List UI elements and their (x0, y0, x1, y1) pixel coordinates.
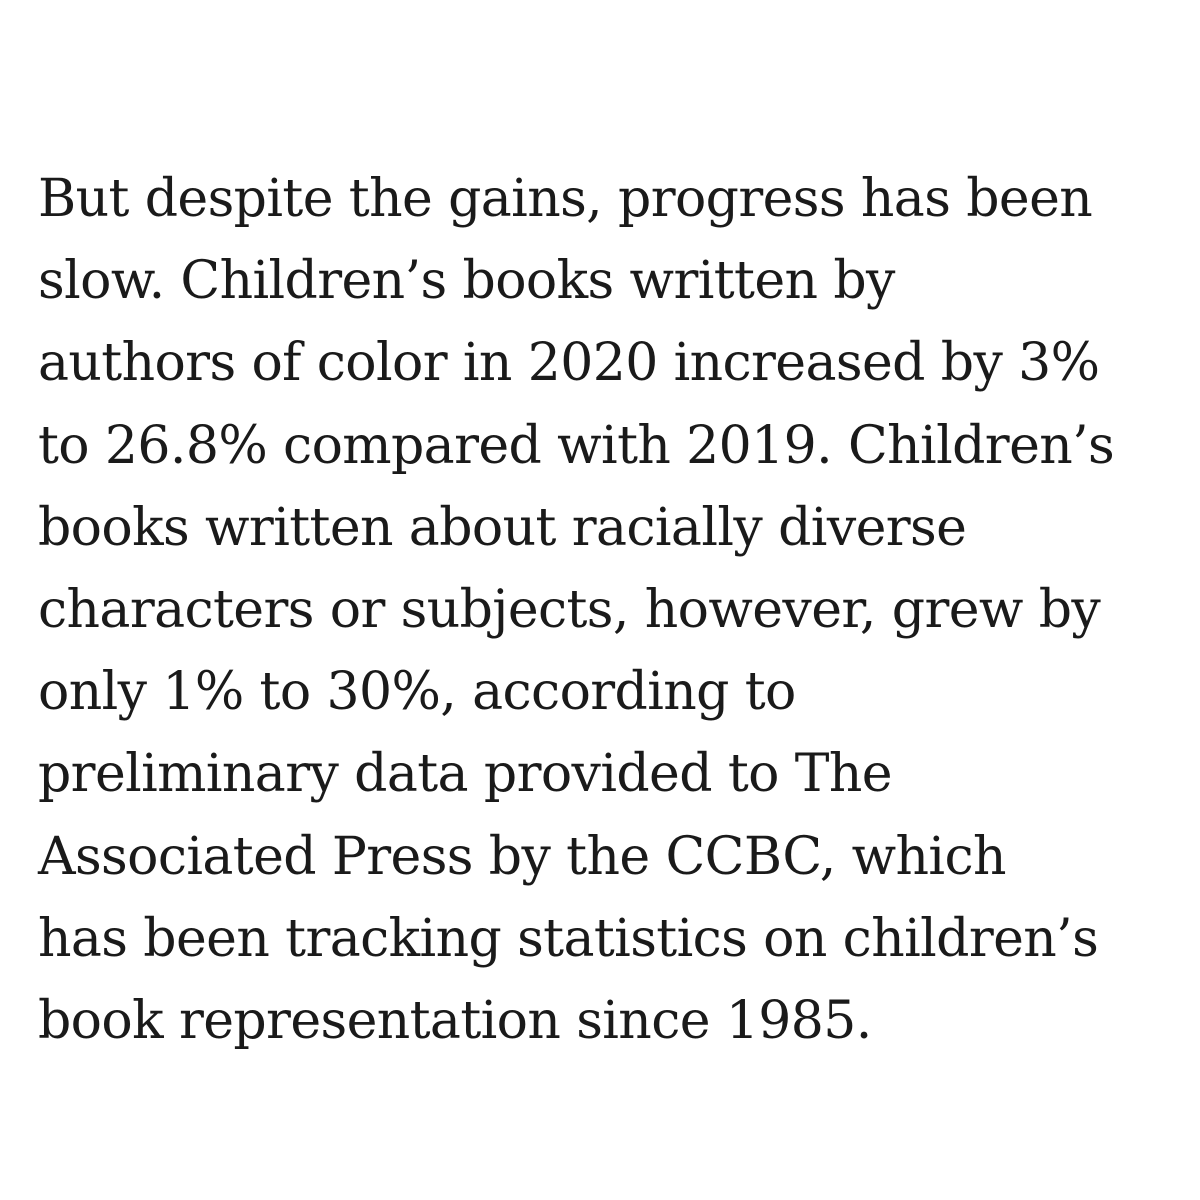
paragraph-line-1: But despite the gains, progress has been (38, 169, 1093, 229)
paragraph-line-5: books written about racially diverse (38, 497, 967, 558)
paragraph-line-4: to 26.8% compared with 2019. Children’s (38, 415, 1115, 476)
paragraph-line-9: Associated Press by the CCBC, which (38, 826, 1006, 887)
paragraph-line-6: characters or subjects, however, grew by (38, 579, 1101, 640)
paragraph-line-2: slow. Children’s books written by (38, 251, 895, 312)
paragraph-line-8: preliminary data provided to The (38, 744, 893, 805)
article-paragraph: But despite the gains, progress has been… (38, 158, 1178, 1062)
paragraph-line-3: authors of color in 2020 increased by 3% (38, 333, 1100, 394)
paragraph-line-10: has been tracking statistics on children… (38, 908, 1099, 969)
paragraph-line-7: only 1% to 30%, according to (38, 662, 796, 723)
paragraph-line-11: book representation since 1985. (38, 990, 872, 1051)
